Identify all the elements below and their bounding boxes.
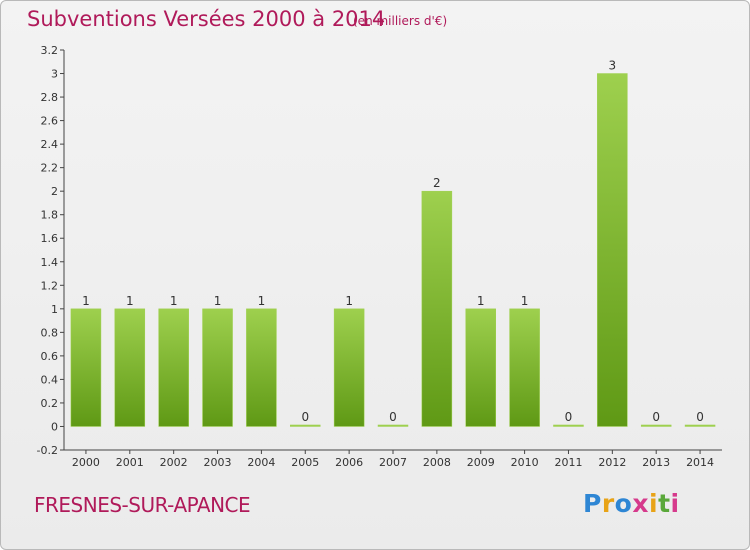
data-label: 0 <box>301 410 309 424</box>
bar-2009 <box>465 308 496 427</box>
logo-letter: P <box>583 489 602 518</box>
bar-2013 <box>640 424 672 427</box>
logo-letter: i <box>670 489 680 518</box>
y-tick-label: 3 <box>51 68 58 81</box>
bar-2011 <box>553 424 584 427</box>
proxiti-logo: Proxiti <box>583 489 680 518</box>
y-tick-label: 1 <box>51 303 58 316</box>
bar-2010 <box>509 308 540 427</box>
data-label: 1 <box>477 294 485 308</box>
y-tick-label: 2.6 <box>41 115 59 128</box>
data-label: 1 <box>521 294 529 308</box>
x-tick-label: 2005 <box>291 456 319 469</box>
x-tick-label: 2000 <box>72 456 100 469</box>
x-tick-label: 2009 <box>467 456 495 469</box>
x-tick-label: 2001 <box>116 456 144 469</box>
bar-2000 <box>70 308 102 427</box>
bar-2003 <box>202 308 233 427</box>
y-tick-label: 2.8 <box>41 91 59 104</box>
x-tick-label: 2012 <box>598 456 626 469</box>
bar-2004 <box>246 308 277 427</box>
bar-2002 <box>158 308 189 427</box>
bar-2014 <box>684 424 716 427</box>
y-tick-label: 2.2 <box>41 162 59 175</box>
x-tick-label: 2003 <box>204 456 232 469</box>
logo-letter: t <box>658 489 671 518</box>
x-tick-label: 2010 <box>511 456 539 469</box>
chart-bars: 1 1 1 1 1 0 1 0 2 1 1 0 3 0 0 <box>70 59 716 427</box>
x-tick-label: 2007 <box>379 456 407 469</box>
data-label: 3 <box>609 59 617 73</box>
data-label: 1 <box>345 294 353 308</box>
bar-2012 <box>597 73 628 427</box>
commune-name: FRESNES-SUR-APANCE <box>34 493 251 517</box>
y-tick-label: -0.2 <box>37 444 58 457</box>
y-tick-label: 1.8 <box>41 209 59 222</box>
data-label: 1 <box>82 294 90 308</box>
y-tick-label: 0.6 <box>41 350 59 363</box>
data-label: 1 <box>170 294 178 308</box>
bar-2005 <box>290 424 321 427</box>
y-tick-label: 3.2 <box>41 44 59 57</box>
logo-letter: i <box>649 489 659 518</box>
x-tick-label: 2011 <box>554 456 582 469</box>
x-tick-label: 2004 <box>247 456 275 469</box>
y-tick-label: 2 <box>51 185 58 198</box>
bar-2007 <box>377 424 409 427</box>
x-tick-label: 2013 <box>642 456 670 469</box>
y-tick-label: 2.4 <box>41 138 59 151</box>
data-label: 1 <box>258 294 266 308</box>
y-tick-label: 0 <box>51 420 58 433</box>
data-label: 0 <box>652 410 660 424</box>
data-label: 2 <box>433 176 441 190</box>
x-tick-label: 2002 <box>160 456 188 469</box>
y-tick-label: 0.4 <box>41 373 59 386</box>
bar-2006 <box>333 308 365 427</box>
data-label: 0 <box>389 410 397 424</box>
x-tick-label: 2008 <box>423 456 451 469</box>
data-label: 1 <box>214 294 222 308</box>
chart-axes: -0.2 0 0.2 0.4 0.6 0.8 1 1.2 1.4 1.6 1.8 2 2.2 2.4 2.6… <box>37 44 722 469</box>
logo-letter: x <box>632 489 649 518</box>
logo-letter: r <box>601 489 615 518</box>
bar-2008 <box>421 190 453 427</box>
chart-title: Subventions Versées 2000 à 2014 <box>27 7 386 31</box>
data-label: 0 <box>696 410 704 424</box>
y-tick-label: 1.4 <box>41 256 59 269</box>
x-tick-label: 2014 <box>686 456 714 469</box>
bar-2001 <box>114 308 146 427</box>
y-tick-label: 0.2 <box>41 397 59 410</box>
logo-letter: o <box>614 489 633 518</box>
y-tick-label: 1.2 <box>41 279 59 292</box>
data-label: 0 <box>565 410 573 424</box>
data-label: 1 <box>126 294 134 308</box>
y-tick-label: 0.8 <box>41 326 59 339</box>
x-tick-label: 2006 <box>335 456 363 469</box>
chart-subtitle: (en milliers d'€) <box>353 14 448 28</box>
y-tick-label: 1.6 <box>41 232 59 245</box>
